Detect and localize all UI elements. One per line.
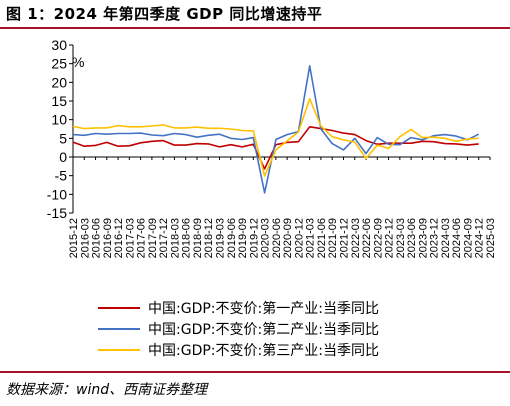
y-tick-label: 15 [51, 93, 67, 109]
x-tick-label: 2024-09 [462, 218, 474, 258]
y-tick-label: 5 [59, 130, 67, 146]
y-tick-label: 10 [51, 112, 67, 128]
x-tick-label: 2016-03 [79, 218, 91, 258]
y-tick-label: -15 [47, 205, 67, 221]
x-tick-label: 2017-03 [124, 218, 136, 258]
data-source-note: 数据来源：wind、西南证券整理 [6, 382, 208, 398]
y-tick-label: -5 [55, 168, 68, 184]
x-tick-label: 2019-09 [237, 218, 249, 258]
x-tick-label: 2016-06 [91, 218, 103, 258]
y-tick-label: 25 [51, 56, 67, 72]
y-tick-label: 0 [59, 149, 67, 165]
series-line-3 [72, 98, 479, 177]
x-tick-label: 2016-12 [113, 218, 125, 258]
x-tick-label: 2017-09 [147, 218, 159, 258]
x-tick-label: 2017-06 [136, 218, 148, 258]
series-line-1 [72, 126, 479, 170]
x-tick-label: 2023-06 [406, 218, 418, 258]
x-tick-label: 2016-09 [102, 218, 114, 258]
x-tick-label: 2018-06 [181, 218, 193, 258]
x-tick-label: 2024-03 [440, 218, 452, 258]
x-tick-label: 2018-09 [192, 218, 204, 258]
x-tick-label: 2018-12 [203, 218, 215, 258]
x-tick-label: 2022-03 [350, 218, 362, 258]
x-tick-label: 2015-12 [68, 218, 80, 258]
legend: 中国:GDP:不变价:第一产业:当季同比中国:GDP:不变价:第二产业:当季同比… [98, 300, 379, 359]
y-tick-label: 30 [51, 37, 67, 53]
bottom-divider [0, 371, 510, 373]
x-tick-label: 2019-12 [248, 218, 260, 258]
unit-label: % [72, 54, 84, 70]
x-tick-label: 2022-12 [384, 218, 396, 258]
x-tick-label: 2025-03 [485, 218, 497, 258]
y-tick-label: 20 [51, 74, 67, 90]
y-axis: -15 -10 -5 0 5 10 15 20 25 30 [47, 37, 74, 221]
x-tick-label: 2018-03 [169, 218, 181, 258]
x-tick-label: 2020-06 [271, 218, 283, 258]
top-divider [0, 27, 510, 29]
x-tick-label: 2021-03 [305, 218, 317, 258]
x-tick-label: 2019-03 [215, 218, 227, 258]
legend-label-3: 中国:GDP:不变价:第三产业:当季同比 [148, 342, 379, 359]
y-tick-label: -10 [47, 186, 67, 202]
x-tick-label: 2022-09 [372, 218, 384, 258]
x-tick-label: 2020-09 [282, 218, 294, 258]
legend-label-1: 中国:GDP:不变价:第一产业:当季同比 [148, 300, 379, 317]
x-tick-label: 2024-12 [474, 218, 486, 258]
x-tick-label: 2023-12 [429, 218, 441, 258]
x-tick-label: 2022-06 [361, 218, 373, 258]
x-tick-label: 2020-12 [293, 218, 305, 258]
x-axis: 2015-12 2016-03 2016-06 2016-09 2016-12 2017-… [68, 156, 497, 258]
series-line-2 [72, 65, 480, 194]
x-tick-label: 2023-03 [395, 218, 407, 258]
x-tick-label: 2024-06 [451, 218, 463, 258]
chart-title: 图 1：2024 年第四季度 GDP 同比增速持平 [6, 5, 323, 23]
legend-label-2: 中国:GDP:不变价:第二产业:当季同比 [148, 321, 379, 338]
x-tick-label: 2021-06 [316, 218, 328, 258]
x-tick-label: 2021-12 [338, 218, 350, 258]
x-tick-label: 2020-03 [260, 218, 272, 258]
x-tick-label: 2021-09 [327, 218, 339, 258]
x-tick-label: 2019-06 [226, 218, 238, 258]
x-tick-label: 2023-09 [417, 218, 429, 258]
series-layer [72, 65, 480, 194]
x-tick-label: 2017-12 [158, 218, 170, 258]
